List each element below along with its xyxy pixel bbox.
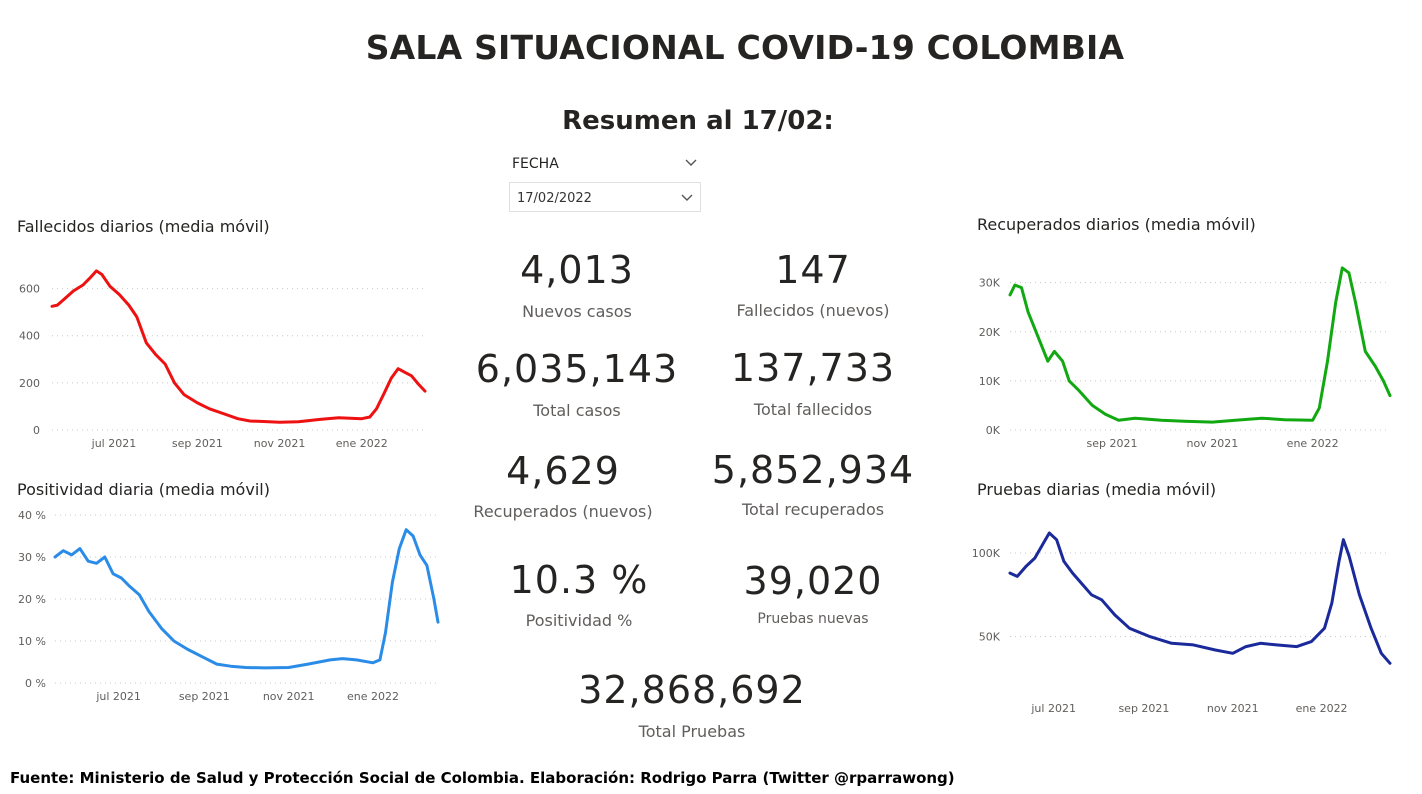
series-line-fallecidos <box>50 269 427 424</box>
chevron-down-icon <box>681 194 693 201</box>
chart-title-recuperados: Recuperados diarios (media móvil) <box>977 215 1256 234</box>
page-subtitle: Resumen al 17/02: <box>562 106 834 136</box>
kpi-positivity-value: 10.3 % <box>509 558 649 602</box>
kpi-new-recovered-label: Recuperados (nuevos) <box>473 502 653 521</box>
y-tick-label: 10K <box>979 375 1001 388</box>
chart-fallecidos-svg: 0 200 400 600 jul 2021 sep 2021 nov 2021 ene 20… <box>19 269 427 450</box>
kpi-total-tests-label: Total Pruebas <box>638 722 746 741</box>
kpi-new-deaths-value: 147 <box>775 248 851 292</box>
kpi-total-recovered-label: Total recuperados <box>741 500 885 519</box>
y-tick-label: 40 % <box>18 509 46 522</box>
y-tick-label: 20 % <box>18 593 46 606</box>
x-tick-label: jul 2021 <box>95 690 141 703</box>
page-title: SALA SITUACIONAL COVID-19 COLOMBIA <box>365 28 1125 67</box>
chart-recuperados-svg: 0K 10K 20K 30K sep 2021 nov 2021 ene 2022 <box>979 266 1392 450</box>
x-tick-label: nov 2021 <box>1207 702 1259 715</box>
y-tick-label: 0K <box>986 424 1001 437</box>
kpi-total-tests-value: 32,868,692 <box>578 668 806 712</box>
chart-title-positividad: Positividad diaria (media móvil) <box>17 480 270 499</box>
chart-positividad: 0 % 10 % 20 % 30 % 40 % jul 2021 sep 2021 nov 2… <box>0 505 450 710</box>
kpi-new-tests-value: 39,020 <box>743 559 883 603</box>
y-tick-label: 0 <box>33 424 40 437</box>
date-slicer-label: FECHA <box>512 156 559 172</box>
kpi-total-cases-value: 6,035,143 <box>475 347 679 391</box>
series-line-pruebas <box>1008 531 1392 665</box>
chart-positividad-svg: 0 % 10 % 20 % 30 % 40 % jul 2021 sep 2021 nov 2… <box>18 509 440 703</box>
chart-title-pruebas: Pruebas diarias (media móvil) <box>977 480 1217 499</box>
x-tick-label: jul 2021 <box>91 437 137 450</box>
x-tick-label: ene 2022 <box>1296 702 1348 715</box>
y-tick-label: 100K <box>972 547 1001 560</box>
x-tick-label: nov 2021 <box>254 437 306 450</box>
y-tick-label: 30K <box>979 277 1001 290</box>
x-tick-label: sep 2021 <box>179 690 230 703</box>
y-tick-label: 200 <box>19 377 40 390</box>
x-tick-label: ene 2022 <box>336 437 388 450</box>
chart-pruebas-svg: 50K 100K jul 2021 sep 2021 nov 2021 ene 2022 <box>972 531 1392 715</box>
date-slicer-dropdown[interactable]: 17/02/2022 <box>509 182 701 212</box>
kpi-positivity-label: Positividad % <box>525 611 633 630</box>
kpi-total-deaths-value: 137,733 <box>730 346 896 390</box>
x-tick-label: sep 2021 <box>1118 702 1169 715</box>
chart-fallecidos: 0 200 400 600 jul 2021 sep 2021 nov 2021 ene 20… <box>0 255 450 455</box>
footer-source: Fuente: Ministerio de Salud y Protección… <box>10 769 955 787</box>
x-tick-label: nov 2021 <box>263 690 315 703</box>
kpi-new-tests-label: Pruebas nuevas <box>757 611 869 627</box>
kpi-total-deaths-label: Total fallecidos <box>753 400 873 419</box>
y-tick-label: 30 % <box>18 551 46 564</box>
y-tick-label: 600 <box>19 283 40 296</box>
x-tick-label: ene 2022 <box>1287 437 1339 450</box>
x-tick-label: ene 2022 <box>347 690 399 703</box>
series-line-recuperados <box>1008 266 1392 424</box>
series-line-positividad <box>53 528 440 670</box>
x-tick-label: sep 2021 <box>1086 437 1137 450</box>
y-tick-label: 10 % <box>18 635 46 648</box>
kpi-new-cases-label: Nuevos casos <box>522 302 632 321</box>
y-tick-label: 20K <box>979 326 1001 339</box>
x-tick-label: jul 2021 <box>1030 702 1076 715</box>
x-tick-label: nov 2021 <box>1186 437 1238 450</box>
chart-title-fallecidos: Fallecidos diarios (media móvil) <box>17 217 270 236</box>
date-slicer-value: 17/02/2022 <box>517 191 592 206</box>
kpi-total-recovered-value: 5,852,934 <box>711 448 915 492</box>
y-tick-label: 400 <box>19 330 40 343</box>
kpi-new-cases-value: 4,013 <box>520 248 634 292</box>
chart-pruebas: 50K 100K jul 2021 sep 2021 nov 2021 ene 2022 <box>960 520 1410 720</box>
x-tick-label: sep 2021 <box>172 437 223 450</box>
chart-recuperados: 0K 10K 20K 30K sep 2021 nov 2021 ene 2022 <box>960 255 1410 455</box>
chevron-down-icon[interactable] <box>684 156 698 170</box>
kpi-new-recovered-value: 4,629 <box>506 449 620 493</box>
kpi-new-deaths-label: Fallecidos (nuevos) <box>736 301 890 320</box>
y-tick-label: 50K <box>979 631 1001 644</box>
kpi-total-cases-label: Total casos <box>533 401 621 420</box>
y-tick-label: 0 % <box>25 677 46 690</box>
